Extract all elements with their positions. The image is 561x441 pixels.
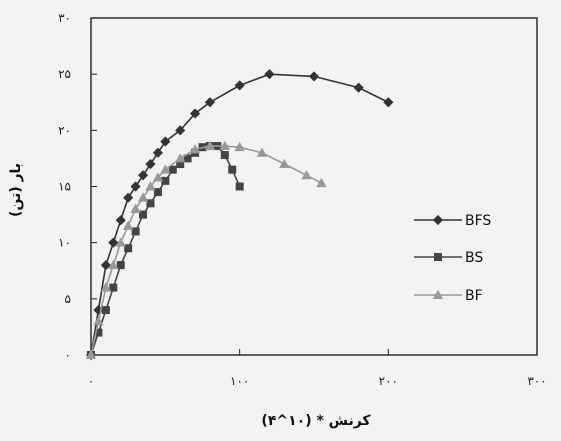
series-bf-point — [189, 144, 201, 154]
legend: BFS BS BF — [414, 213, 491, 304]
series-bs-point — [131, 227, 140, 236]
legend-item-bfs: BFS — [414, 213, 491, 229]
series-bf-point — [115, 237, 126, 247]
legend-item-bs: BS — [414, 250, 483, 266]
series-bf-point — [122, 220, 134, 230]
series-bfs-point — [308, 71, 320, 82]
series-layer — [85, 69, 394, 361]
series-bs-point — [116, 261, 125, 270]
series-bs-point — [228, 165, 237, 174]
series-bfs-point — [152, 147, 163, 158]
series-bs-point — [161, 176, 170, 185]
series-bf-point — [219, 140, 230, 151]
y-tick-label: ۱۵ — [58, 180, 71, 194]
y-axis-ticks: ۰ ۵ ۱۰ ۱۵ ۲۰ ۲۵ ۳۰ — [58, 11, 97, 362]
series-bf-point — [130, 203, 141, 213]
series-bfs-point — [383, 97, 394, 108]
series-bfs-point — [115, 215, 126, 226]
series-bf-point — [204, 140, 216, 151]
legend-bfs-point — [432, 214, 444, 226]
series-bf-point — [137, 192, 149, 202]
series-bfs-point — [108, 237, 119, 248]
series-bs-point — [94, 328, 103, 337]
series-bfs-point — [204, 97, 215, 108]
x-tick-label: ۳۰۰ — [527, 374, 546, 388]
series-bs-point — [168, 165, 177, 174]
series-bf-point — [108, 259, 119, 270]
y-tick-label: ۱۰ — [58, 236, 71, 250]
series-bfs-point — [175, 125, 186, 136]
x-axis-title: کرنش * (۱۰^۴) — [261, 413, 371, 429]
legend-item-bf: BF — [414, 288, 483, 304]
series-bfs-point — [160, 136, 171, 147]
series-bs-point — [220, 151, 229, 160]
series-bfs-line — [90, 73, 389, 356]
series-bfs-point — [130, 181, 141, 192]
series-bf-point — [279, 158, 290, 169]
series-bfs-point — [100, 260, 111, 271]
series-bs-point — [139, 210, 148, 219]
series-bf-point — [234, 141, 245, 152]
y-tick-label: ۲۵ — [58, 67, 71, 81]
series-bfs-point — [190, 108, 201, 119]
series-bfs-point — [137, 170, 149, 181]
series-bfs-point — [353, 82, 364, 93]
x-tick-label: ۲۰۰ — [379, 374, 398, 388]
series-bf-point — [145, 181, 156, 191]
series-bf-point — [100, 282, 112, 292]
series-bf-point — [316, 177, 327, 188]
series-bs-point — [153, 188, 162, 197]
legend-bs-point — [433, 252, 442, 261]
series-bs-point — [146, 199, 155, 208]
x-tick-label: ۰ — [88, 374, 94, 388]
series-bf-point — [152, 172, 164, 182]
y-tick-label: ۰ — [65, 348, 71, 362]
series-bf-point — [160, 164, 171, 174]
series-bfs-point — [234, 80, 245, 91]
series-bf-point — [93, 315, 104, 326]
series-bfs-point — [145, 158, 156, 170]
series-bf-point — [175, 153, 186, 163]
series-bfs-point — [123, 192, 134, 203]
legend-bf-point — [432, 289, 444, 300]
legend-bf-label: BF — [465, 288, 483, 304]
legend-bs-label: BS — [465, 250, 483, 266]
series-bs-point — [124, 244, 133, 253]
series-bs-point — [101, 306, 110, 315]
x-axis-ticks: ۰ ۱۰۰ ۲۰۰ ۳۰۰ — [88, 349, 547, 388]
y-tick-label: ۲۰ — [58, 123, 71, 137]
y-tick-label: ۵ — [65, 292, 71, 306]
y-tick-label: ۳۰ — [58, 11, 71, 25]
series-bf-point — [256, 147, 268, 157]
y-axis-title: بار (تن) — [8, 163, 24, 217]
series-bf-point — [301, 169, 312, 180]
plot-frame — [90, 17, 538, 356]
series-bfs-point — [264, 69, 275, 80]
series-bf-point — [85, 349, 97, 360]
series-bs-point — [109, 283, 118, 292]
series-bs-point — [235, 182, 244, 191]
series-bf — [85, 140, 327, 360]
legend-bfs-label: BFS — [465, 213, 491, 229]
x-tick-label: ۱۰۰ — [230, 374, 249, 388]
